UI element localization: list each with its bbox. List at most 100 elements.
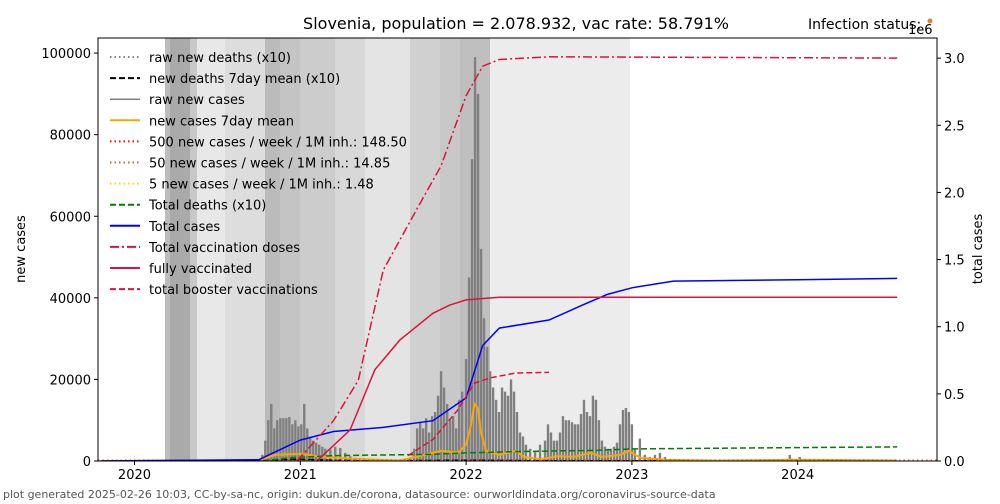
bar bbox=[494, 399, 498, 461]
bar bbox=[585, 412, 589, 461]
status-shading bbox=[165, 38, 630, 461]
bar bbox=[324, 448, 327, 461]
y2-offset: 1e6 bbox=[908, 23, 933, 38]
bar bbox=[436, 395, 440, 461]
bar bbox=[603, 446, 607, 461]
bar bbox=[591, 395, 595, 461]
x-tick-label: 2020 bbox=[118, 468, 151, 483]
bar bbox=[457, 399, 461, 461]
bar bbox=[339, 447, 342, 461]
bar bbox=[609, 448, 613, 461]
bar bbox=[270, 403, 273, 461]
bar bbox=[282, 418, 285, 461]
series-line bbox=[101, 401, 898, 461]
bar bbox=[624, 407, 628, 461]
y2-tick-label: 2.5 bbox=[944, 119, 965, 134]
y2-tick-label: 1.5 bbox=[944, 254, 965, 269]
series-line bbox=[101, 277, 898, 461]
bar bbox=[627, 412, 631, 461]
bar bbox=[315, 442, 318, 461]
bar bbox=[653, 454, 657, 461]
bar bbox=[430, 416, 434, 461]
legend-label: 5 new cases / week / 1M inh.: 1.48 bbox=[149, 178, 374, 193]
bar bbox=[630, 424, 634, 461]
x-tick-label: 2023 bbox=[615, 468, 648, 483]
bar bbox=[473, 57, 477, 461]
bar bbox=[467, 277, 471, 461]
legend-label: raw new deaths (x10) bbox=[149, 51, 291, 66]
bar bbox=[291, 424, 294, 461]
bar bbox=[561, 416, 565, 461]
bar bbox=[515, 412, 519, 461]
series-line bbox=[101, 446, 898, 461]
bar bbox=[297, 426, 300, 461]
series-line bbox=[316, 296, 898, 461]
bar bbox=[588, 416, 592, 461]
bar bbox=[460, 391, 464, 461]
bar bbox=[597, 420, 601, 461]
bar bbox=[606, 448, 610, 461]
bar bbox=[427, 432, 431, 461]
bar bbox=[788, 454, 791, 461]
bar bbox=[638, 438, 642, 461]
bar bbox=[558, 432, 562, 461]
legend-label: 500 new cases / week / 1M inh.: 148.50 bbox=[149, 135, 407, 150]
y-tick-label: 80000 bbox=[50, 129, 91, 144]
y2-tick-label: 1.0 bbox=[944, 321, 965, 336]
x-tick-label: 2024 bbox=[781, 468, 814, 483]
y2-axis-label: total cases bbox=[971, 214, 986, 285]
bar bbox=[594, 399, 598, 461]
bar bbox=[497, 412, 501, 461]
y-tick-label: 40000 bbox=[50, 292, 91, 307]
legend-label: fully vaccinated bbox=[149, 262, 252, 277]
bar bbox=[418, 422, 422, 461]
bar bbox=[500, 387, 504, 461]
bar bbox=[512, 391, 516, 461]
legend-label: total booster vaccinations bbox=[149, 283, 318, 298]
bar bbox=[451, 416, 455, 461]
plot-marks bbox=[98, 56, 937, 461]
x-tick-label: 2021 bbox=[284, 468, 317, 483]
bar bbox=[344, 452, 347, 461]
bar bbox=[567, 420, 571, 461]
y-tick-label: 60000 bbox=[50, 210, 91, 225]
bar bbox=[524, 444, 528, 461]
x-tick-label: 2022 bbox=[450, 468, 483, 483]
bar bbox=[309, 436, 312, 461]
bar bbox=[506, 395, 510, 461]
bar bbox=[521, 436, 525, 461]
bar bbox=[533, 450, 537, 461]
bar bbox=[528, 448, 532, 461]
bar bbox=[415, 428, 419, 461]
bar bbox=[442, 387, 446, 461]
legend-label: new cases 7day mean bbox=[149, 114, 294, 129]
bar bbox=[658, 452, 662, 461]
y-tick-label: 0 bbox=[83, 455, 91, 470]
bar bbox=[409, 457, 412, 461]
bar bbox=[549, 432, 553, 461]
bar bbox=[518, 432, 522, 461]
bar bbox=[279, 418, 282, 461]
bar bbox=[433, 412, 437, 461]
bar bbox=[570, 422, 574, 461]
bar bbox=[621, 410, 625, 461]
bar bbox=[579, 414, 583, 461]
y2-tick-label: 0.0 bbox=[944, 455, 965, 470]
y2-tick-label: 3.0 bbox=[944, 52, 965, 67]
bar bbox=[582, 399, 586, 461]
bar bbox=[303, 403, 306, 461]
bar bbox=[573, 424, 577, 461]
bar bbox=[479, 248, 483, 461]
bar bbox=[503, 391, 507, 461]
legend-label: Total vaccination doses bbox=[148, 241, 300, 256]
bar bbox=[448, 420, 452, 461]
bar bbox=[546, 424, 550, 461]
bar bbox=[288, 416, 291, 461]
bar bbox=[317, 444, 321, 461]
bar bbox=[267, 420, 270, 461]
bar bbox=[273, 428, 276, 461]
legend-label: Total cases bbox=[148, 220, 220, 235]
bar bbox=[334, 446, 337, 461]
